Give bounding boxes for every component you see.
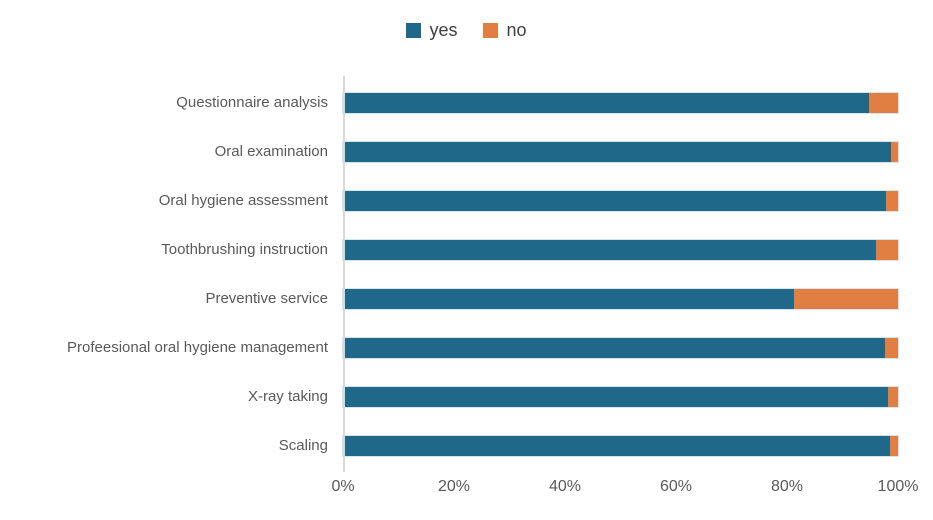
category-label: Profeesional oral hygiene management <box>67 339 328 356</box>
bar-segment-no <box>869 92 898 113</box>
bar-segment-no <box>890 435 898 456</box>
bar-segment-no <box>884 337 898 358</box>
x-axis-tick-labels: 0% 20% 40% 60% 80% 100% <box>331 478 918 500</box>
category-label: X-ray taking <box>247 388 328 405</box>
bar-segment-yes <box>343 337 885 358</box>
chart-row: Questionnaire analysis <box>0 78 898 127</box>
legend-label-no: no <box>506 20 527 40</box>
chart-row: Profeesional oral hygiene management <box>0 323 898 372</box>
legend-item-yes: yes <box>406 20 457 41</box>
bar-segment-yes <box>343 190 887 211</box>
x-axis-tick-label: 100% <box>877 478 919 495</box>
x-axis-tick-label: 0% <box>331 478 355 495</box>
bar-segment-yes <box>343 92 870 113</box>
category-label: Preventive service <box>205 290 328 307</box>
category-label: Toothbrushing instruction <box>161 241 328 258</box>
legend-swatch-yes <box>406 23 422 38</box>
category-label: Scaling <box>278 437 328 454</box>
category-label: Oral hygiene assessment <box>158 192 328 209</box>
chart-row: Oral examination <box>0 127 898 176</box>
bar-segment-no <box>876 239 898 260</box>
x-axis-tick-label: 20% <box>437 478 471 495</box>
chart-row: Preventive service <box>0 274 898 323</box>
bar-segment-no <box>888 386 898 407</box>
x-axis-tick-label: 80% <box>770 478 804 495</box>
bar-track <box>343 288 898 309</box>
bar-track <box>343 435 898 456</box>
bar-segment-no <box>886 190 898 211</box>
bar-track <box>343 92 898 113</box>
y-axis-line <box>343 76 345 472</box>
bar-segment-yes <box>343 288 795 309</box>
bar-segment-yes <box>343 141 892 162</box>
plot-area: Questionnaire analysis Oral examination Or… <box>0 78 898 470</box>
legend-swatch-no <box>483 23 499 38</box>
category-label: Questionnaire analysis <box>176 94 328 111</box>
x-axis-tick-label: 40% <box>548 478 582 495</box>
x-axis-tick-label: 60% <box>659 478 693 495</box>
chart-row: Oral hygiene assessment <box>0 176 898 225</box>
bar-segment-yes <box>343 435 891 456</box>
chart-legend: yes no <box>0 20 933 41</box>
bar-segment-yes <box>343 239 877 260</box>
bar-track <box>343 190 898 211</box>
bar-track <box>343 141 898 162</box>
chart-row: Scaling <box>0 421 898 470</box>
legend-label-yes: yes <box>429 20 458 40</box>
bar-segment-yes <box>343 386 888 407</box>
bar-segment-no <box>891 141 898 162</box>
chart-row: X-ray taking <box>0 372 898 421</box>
chart-row: Toothbrushing instruction <box>0 225 898 274</box>
bar-track <box>343 337 898 358</box>
legend-item-no: no <box>483 20 527 41</box>
bar-track <box>343 239 898 260</box>
bar-segment-no <box>794 288 898 309</box>
bar-track <box>343 386 898 407</box>
category-label: Oral examination <box>214 143 328 160</box>
